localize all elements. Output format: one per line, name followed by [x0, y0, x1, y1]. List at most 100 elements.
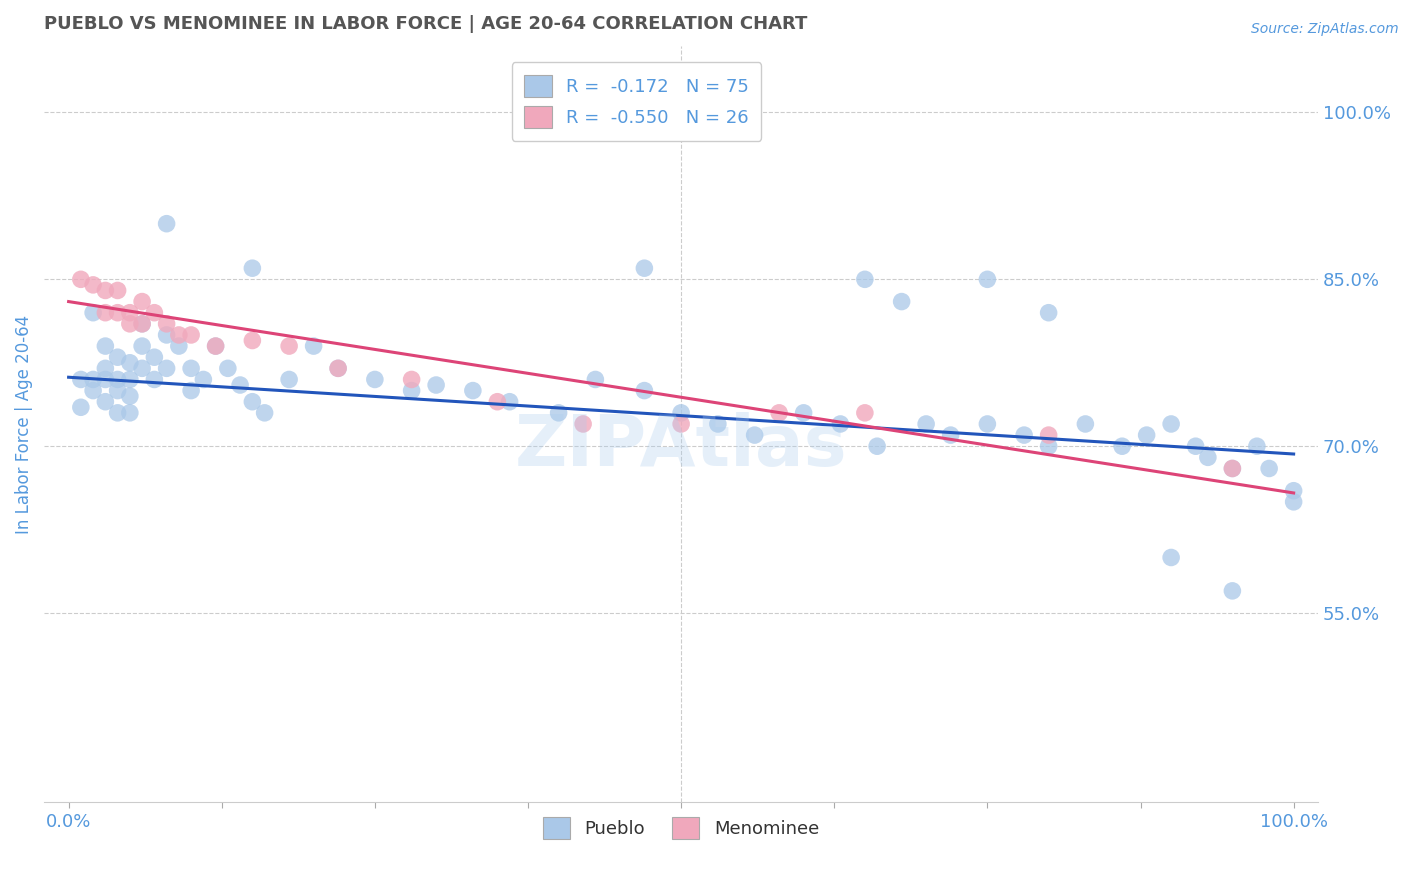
- Text: Source: ZipAtlas.com: Source: ZipAtlas.com: [1251, 22, 1399, 37]
- Point: [156, 328, 179, 343]
- Y-axis label: In Labor Force | Age 20-64: In Labor Force | Age 20-64: [15, 314, 32, 533]
- Point: [1038, 439, 1060, 453]
- Point: [1222, 461, 1244, 475]
- Point: [976, 272, 998, 286]
- Point: [768, 406, 790, 420]
- Point: [1136, 428, 1159, 442]
- Point: [401, 372, 423, 386]
- Point: [707, 417, 730, 431]
- Point: [156, 217, 179, 231]
- Point: [70, 401, 93, 415]
- Point: [94, 372, 117, 386]
- Point: [1282, 495, 1305, 509]
- Point: [118, 389, 141, 403]
- Point: [70, 272, 93, 286]
- Point: [107, 306, 129, 320]
- Point: [118, 306, 141, 320]
- Point: [143, 350, 166, 364]
- Point: [229, 378, 252, 392]
- Point: [131, 361, 153, 376]
- Point: [853, 272, 876, 286]
- Point: [326, 361, 349, 376]
- Point: [143, 306, 166, 320]
- Point: [915, 417, 938, 431]
- Point: [1160, 417, 1182, 431]
- Point: [167, 328, 190, 343]
- Point: [830, 417, 852, 431]
- Point: [82, 277, 104, 292]
- Point: [82, 372, 104, 386]
- Point: [425, 378, 447, 392]
- Point: [1258, 461, 1281, 475]
- Point: [1074, 417, 1097, 431]
- Point: [744, 428, 766, 442]
- Point: [167, 339, 190, 353]
- Point: [1197, 450, 1219, 465]
- Point: [364, 372, 387, 386]
- Point: [94, 339, 117, 353]
- Point: [107, 284, 129, 298]
- Point: [240, 334, 263, 348]
- Legend: Pueblo, Menominee: Pueblo, Menominee: [536, 810, 827, 847]
- Point: [1222, 461, 1244, 475]
- Text: PUEBLO VS MENOMINEE IN LABOR FORCE | AGE 20-64 CORRELATION CHART: PUEBLO VS MENOMINEE IN LABOR FORCE | AGE…: [44, 15, 807, 33]
- Point: [583, 372, 606, 386]
- Point: [1282, 483, 1305, 498]
- Point: [204, 339, 226, 353]
- Point: [204, 339, 226, 353]
- Point: [669, 406, 692, 420]
- Point: [118, 372, 141, 386]
- Point: [94, 361, 117, 376]
- Point: [1160, 550, 1182, 565]
- Point: [326, 361, 349, 376]
- Point: [180, 384, 202, 398]
- Point: [131, 294, 153, 309]
- Point: [131, 317, 153, 331]
- Point: [193, 372, 215, 386]
- Point: [94, 306, 117, 320]
- Point: [278, 339, 301, 353]
- Point: [82, 306, 104, 320]
- Point: [107, 384, 129, 398]
- Text: ZIPAtlas: ZIPAtlas: [515, 412, 848, 481]
- Point: [278, 372, 301, 386]
- Point: [156, 361, 179, 376]
- Point: [118, 356, 141, 370]
- Point: [866, 439, 889, 453]
- Point: [669, 417, 692, 431]
- Point: [461, 384, 484, 398]
- Point: [633, 384, 655, 398]
- Point: [1038, 306, 1060, 320]
- Point: [572, 417, 595, 431]
- Point: [180, 361, 202, 376]
- Point: [939, 428, 962, 442]
- Point: [853, 406, 876, 420]
- Point: [118, 406, 141, 420]
- Point: [547, 406, 569, 420]
- Point: [156, 317, 179, 331]
- Point: [401, 384, 423, 398]
- Point: [240, 394, 263, 409]
- Point: [1111, 439, 1133, 453]
- Point: [890, 294, 912, 309]
- Point: [1038, 428, 1060, 442]
- Point: [107, 372, 129, 386]
- Point: [1184, 439, 1206, 453]
- Point: [793, 406, 815, 420]
- Point: [94, 284, 117, 298]
- Point: [217, 361, 239, 376]
- Point: [180, 328, 202, 343]
- Point: [633, 261, 655, 276]
- Point: [1012, 428, 1035, 442]
- Point: [976, 417, 998, 431]
- Point: [131, 317, 153, 331]
- Point: [1246, 439, 1268, 453]
- Point: [240, 261, 263, 276]
- Point: [82, 384, 104, 398]
- Point: [107, 406, 129, 420]
- Point: [70, 372, 93, 386]
- Point: [302, 339, 325, 353]
- Point: [486, 394, 509, 409]
- Point: [498, 394, 520, 409]
- Point: [94, 394, 117, 409]
